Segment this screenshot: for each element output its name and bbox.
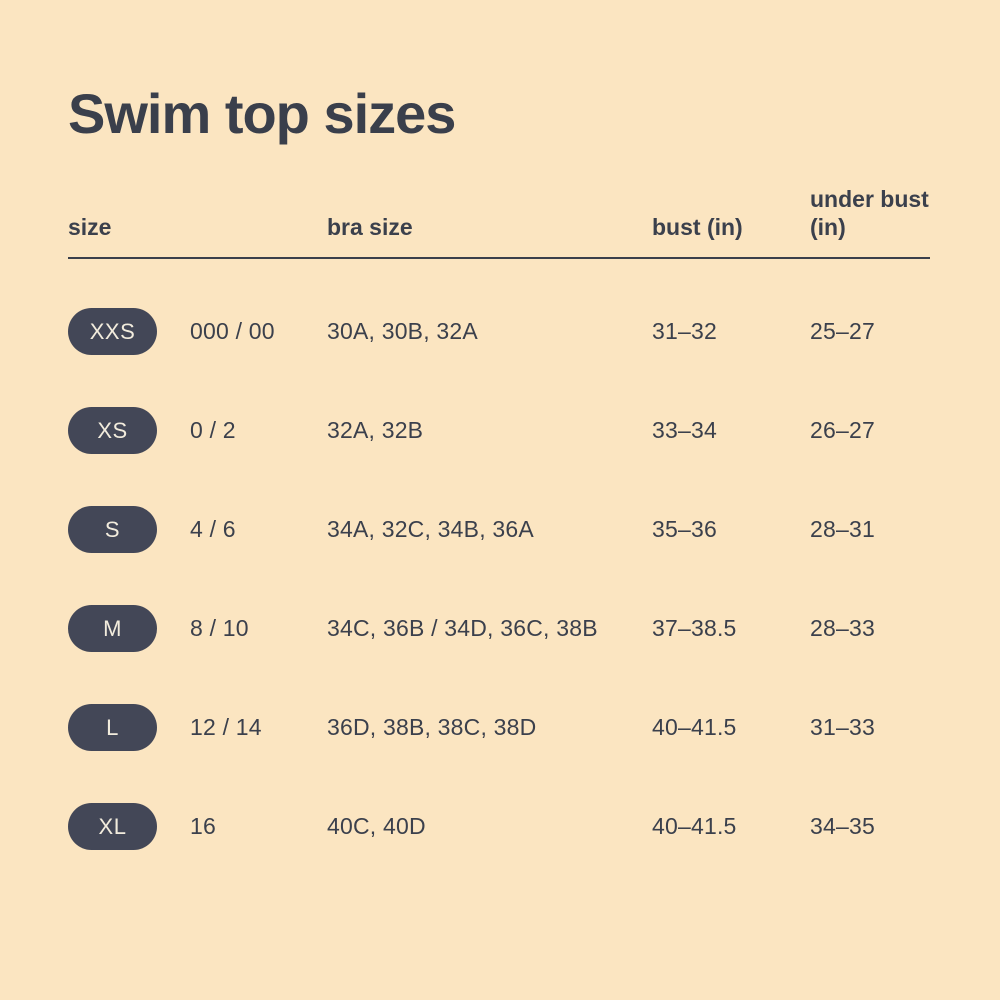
bra-size-value: 40C, 40D — [327, 813, 426, 840]
numeric-size-value: 0 / 2 — [190, 417, 236, 444]
bra-size-value: 34A, 32C, 34B, 36A — [327, 516, 534, 543]
under-bust-range-value: 25–27 — [810, 318, 875, 345]
bra-size-value: 30A, 30B, 32A — [327, 318, 478, 345]
numeric-size-value: 12 / 14 — [190, 714, 262, 741]
table-header-row: size bra size bust (in) under bust (in) — [68, 186, 930, 260]
size-badge-m: M — [68, 605, 157, 653]
numeric-size-value: 16 — [190, 813, 216, 840]
size-badge-xxs: XXS — [68, 308, 157, 356]
bust-range-value: 40–41.5 — [652, 813, 737, 840]
column-header-size: size — [68, 213, 112, 240]
under-bust-range-value: 28–33 — [810, 615, 875, 642]
under-bust-range-value: 34–35 — [810, 813, 875, 840]
bust-range-value: 40–41.5 — [652, 714, 737, 741]
size-badge-l: L — [68, 704, 157, 752]
size-badge-s: S — [68, 506, 157, 554]
bust-range-value: 37–38.5 — [652, 615, 737, 642]
bra-size-value: 36D, 38B, 38C, 38D — [327, 714, 537, 741]
bust-range-value: 35–36 — [652, 516, 717, 543]
under-bust-range-value: 28–31 — [810, 516, 875, 543]
bra-size-value: 32A, 32B — [327, 417, 424, 444]
column-header-under-bust: under bust (in) — [810, 186, 929, 240]
bust-range-value: 33–34 — [652, 417, 717, 444]
column-header-bra-size: bra size — [327, 213, 413, 240]
table-row: XXS 000 / 00 30A, 30B, 32A 31–32 25–27 — [68, 282, 930, 381]
under-bust-range-value: 31–33 — [810, 714, 875, 741]
bust-range-value: 31–32 — [652, 318, 717, 345]
table-body: XXS 000 / 00 30A, 30B, 32A 31–32 25–27 X… — [68, 282, 930, 876]
size-badge-xs: XS — [68, 407, 157, 455]
table-row: XS 0 / 2 32A, 32B 33–34 26–27 — [68, 381, 930, 480]
column-header-bust: bust (in) — [652, 213, 743, 240]
table-row: XL 16 40C, 40D 40–41.5 34–35 — [68, 777, 930, 876]
numeric-size-value: 4 / 6 — [190, 516, 236, 543]
numeric-size-value: 8 / 10 — [190, 615, 249, 642]
table-row: M 8 / 10 34C, 36B / 34D, 36C, 38B 37–38.… — [68, 579, 930, 678]
bra-size-value: 34C, 36B / 34D, 36C, 38B — [327, 615, 598, 642]
table-row: L 12 / 14 36D, 38B, 38C, 38D 40–41.5 31–… — [68, 678, 930, 777]
size-badge-xl: XL — [68, 803, 157, 851]
page-title: Swim top sizes — [68, 82, 456, 145]
under-bust-range-value: 26–27 — [810, 417, 875, 444]
numeric-size-value: 000 / 00 — [190, 318, 275, 345]
table-row: S 4 / 6 34A, 32C, 34B, 36A 35–36 28–31 — [68, 480, 930, 579]
